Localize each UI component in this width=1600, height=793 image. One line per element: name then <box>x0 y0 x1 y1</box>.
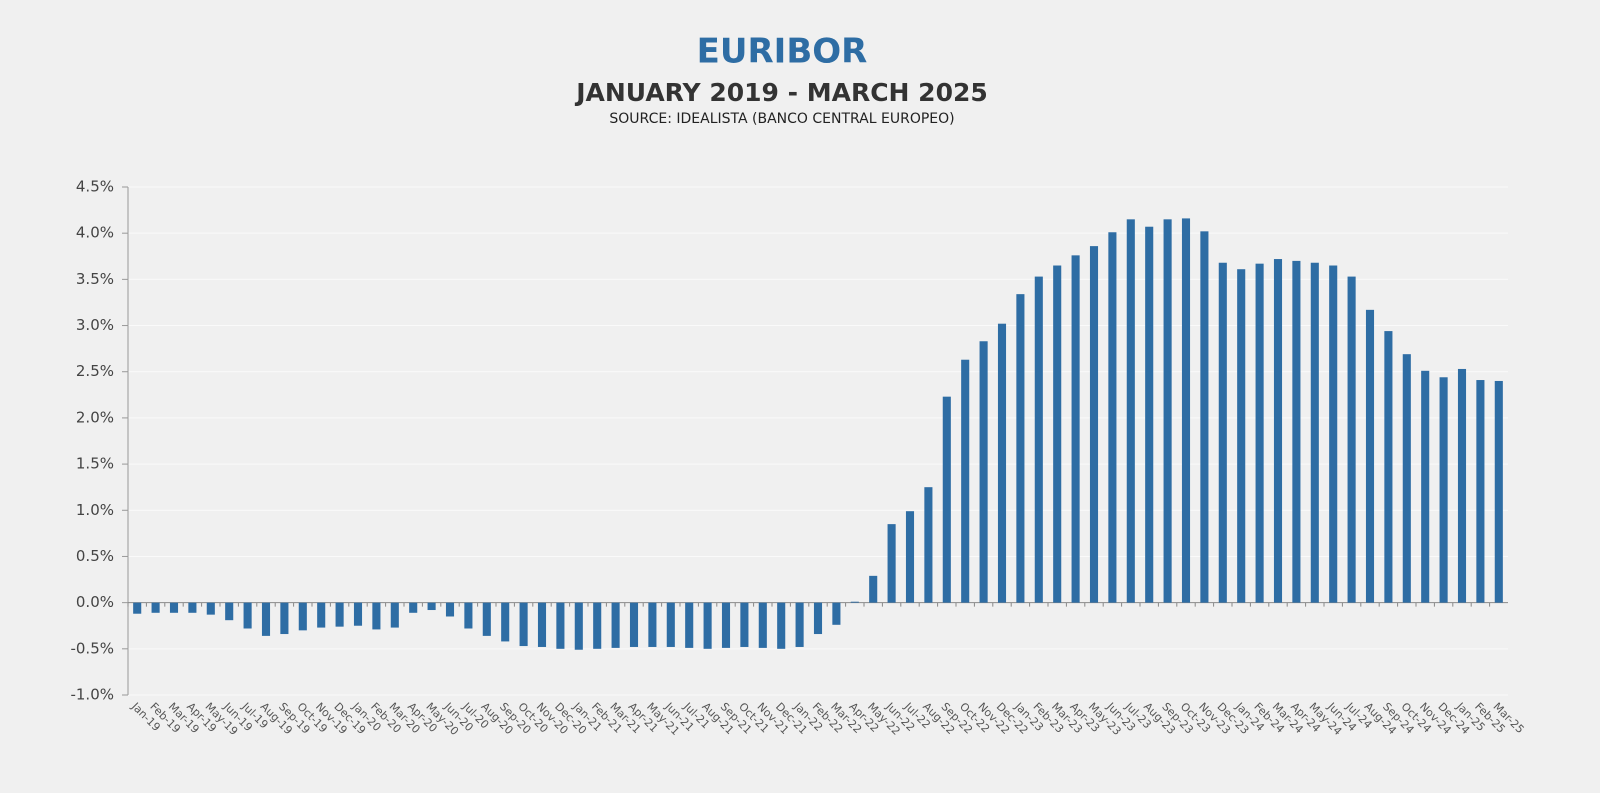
bar <box>390 602 399 628</box>
y-tick-label: 3.0% <box>76 316 114 334</box>
chart-subtitle: JANUARY 2019 - MARCH 2025 <box>574 78 988 107</box>
bar <box>151 602 160 613</box>
bar <box>1329 265 1338 603</box>
bar <box>648 602 657 647</box>
bar <box>1237 269 1246 603</box>
bar <box>225 602 234 621</box>
bar <box>519 602 528 647</box>
y-tick-label: 4.0% <box>76 224 114 242</box>
bar <box>997 323 1007 603</box>
bar <box>353 602 363 626</box>
bar <box>133 602 142 614</box>
bar <box>556 602 565 649</box>
y-tick-label: 0.0% <box>76 593 114 611</box>
bar <box>188 602 197 613</box>
bar <box>537 602 547 647</box>
bar <box>1494 380 1503 603</box>
y-tick-label: 3.5% <box>76 270 114 288</box>
bar <box>1200 231 1209 603</box>
bar <box>482 602 491 636</box>
bar <box>1016 294 1025 603</box>
chart-source: SOURCE: IDEALISTA (BANCO CENTRAL EUROPEO… <box>609 111 954 127</box>
y-tick-label: 1.5% <box>76 455 114 473</box>
bar <box>1421 370 1430 603</box>
bar <box>1384 331 1393 603</box>
bar <box>206 602 215 615</box>
bar <box>813 602 823 635</box>
bar <box>942 396 951 603</box>
y-tick-label: 2.5% <box>76 362 114 380</box>
bar <box>979 341 988 603</box>
bar <box>445 602 455 617</box>
bar <box>703 602 712 649</box>
bar <box>629 602 639 647</box>
bar <box>1034 276 1043 603</box>
bar <box>298 602 307 631</box>
bar <box>169 602 179 613</box>
bar <box>777 602 786 649</box>
bar <box>427 602 436 611</box>
bar <box>372 602 381 630</box>
bar <box>1108 232 1117 603</box>
bar <box>721 602 731 648</box>
bar <box>409 602 418 613</box>
bar <box>1457 368 1467 603</box>
y-tick-label: 2.0% <box>76 408 114 426</box>
bar <box>335 602 344 627</box>
bar <box>1292 260 1301 603</box>
bar <box>1218 262 1227 603</box>
bar <box>1071 255 1080 603</box>
bar <box>1163 219 1172 603</box>
bar <box>1402 354 1411 603</box>
bar <box>611 602 620 648</box>
bar <box>685 602 694 648</box>
chart-title: EURIBOR <box>697 32 868 72</box>
bar <box>961 359 970 603</box>
bar <box>1126 219 1135 603</box>
bar <box>1365 309 1375 603</box>
bar <box>261 602 271 636</box>
bar <box>924 487 933 603</box>
bar <box>832 602 841 625</box>
bar <box>1347 276 1356 603</box>
y-tick-label: 4.5% <box>76 178 114 196</box>
bar <box>1476 380 1485 603</box>
bar <box>887 524 896 603</box>
bar <box>758 602 767 648</box>
y-tick-label: -1.0% <box>70 686 114 704</box>
bar <box>1273 259 1283 603</box>
bar <box>740 602 749 647</box>
y-tick-label: -0.5% <box>70 639 114 657</box>
bar <box>1310 262 1319 603</box>
bar <box>593 602 602 649</box>
bar <box>1181 218 1191 603</box>
bar <box>243 602 252 629</box>
bar <box>574 602 583 650</box>
y-tick-label: 1.0% <box>76 501 114 519</box>
y-tick-label: 0.5% <box>76 547 114 565</box>
bar <box>1255 263 1264 603</box>
bar <box>280 602 289 635</box>
bar <box>464 602 473 629</box>
bar <box>666 602 675 647</box>
bar <box>1439 377 1448 603</box>
bar <box>905 511 915 603</box>
bar <box>869 575 878 603</box>
bar <box>1145 226 1154 603</box>
bar <box>1053 265 1062 603</box>
bar <box>1089 246 1099 603</box>
bar <box>795 602 804 647</box>
bar <box>317 602 326 628</box>
bar <box>850 601 859 603</box>
bar <box>501 602 510 642</box>
